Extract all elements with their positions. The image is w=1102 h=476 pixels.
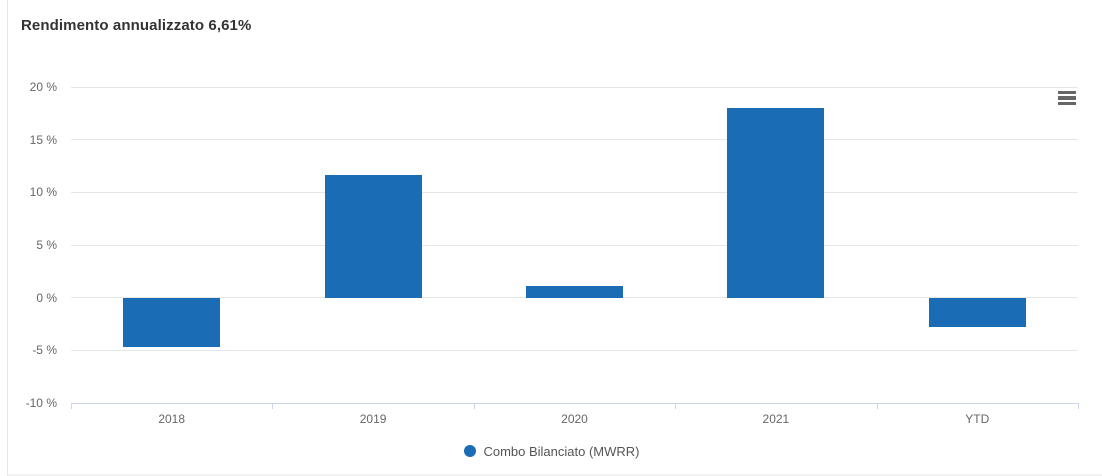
y-gridline (71, 191, 1078, 193)
bar-2021[interactable] (727, 108, 825, 298)
chart-menu-button[interactable] (1052, 85, 1082, 111)
y-axis-tick-label: 5 % (36, 238, 57, 252)
x-axis-tick (675, 403, 677, 409)
x-axis-tick (1078, 403, 1079, 409)
bar-chart: 20 % 15 % 10 % 5 % 0 % -5 % -10 % 2018 2019 2020 2… (8, 0, 1102, 474)
y-axis-tick-label: -5 % (32, 343, 57, 358)
legend-label: Combo Bilanciato (MWRR) (483, 443, 640, 459)
x-axis-category-label: 2020 (561, 412, 588, 426)
chart-title: Rendimento annualizzato 6,61% (21, 17, 252, 34)
y-gridline (71, 297, 1078, 299)
y-gridline (71, 139, 1078, 141)
x-axis-line (71, 403, 1078, 404)
chart-card: Rendimento annualizzato 6,61% 20 % 15 % 10… (7, 0, 1102, 476)
y-axis-tick-label: 15 % (29, 132, 57, 147)
bar-YTD[interactable] (928, 297, 1026, 328)
bar-2019[interactable] (324, 175, 422, 298)
bar-2020[interactable] (526, 286, 623, 298)
y-gridline (71, 244, 1078, 246)
hamburger-menu-icon (1058, 90, 1076, 106)
legend-item[interactable]: Combo Bilanciato (MWRR) (464, 443, 640, 459)
y-gridline (71, 86, 1078, 88)
x-axis-tick (876, 403, 878, 409)
y-axis-tick-label: 10 % (29, 185, 57, 200)
x-axis-tick (272, 403, 274, 409)
y-axis-tick-label: 20 % (29, 80, 57, 94)
x-axis-category-label: 2018 (158, 412, 186, 426)
y-axis-tick-label: -10 % (25, 396, 57, 410)
y-gridline (71, 349, 1078, 351)
x-axis-category-label: 2021 (762, 412, 790, 426)
x-axis-category-label: 2019 (359, 412, 387, 426)
legend: Combo Bilanciato (MWRR) (1, 440, 1102, 462)
bar-2018[interactable] (123, 297, 221, 348)
y-axis-tick-label: 0 % (36, 290, 57, 305)
legend-marker-circle (464, 445, 477, 457)
x-axis-tick (71, 403, 72, 409)
x-axis-category-label: YTD (965, 412, 990, 426)
x-axis-tick (473, 403, 475, 409)
